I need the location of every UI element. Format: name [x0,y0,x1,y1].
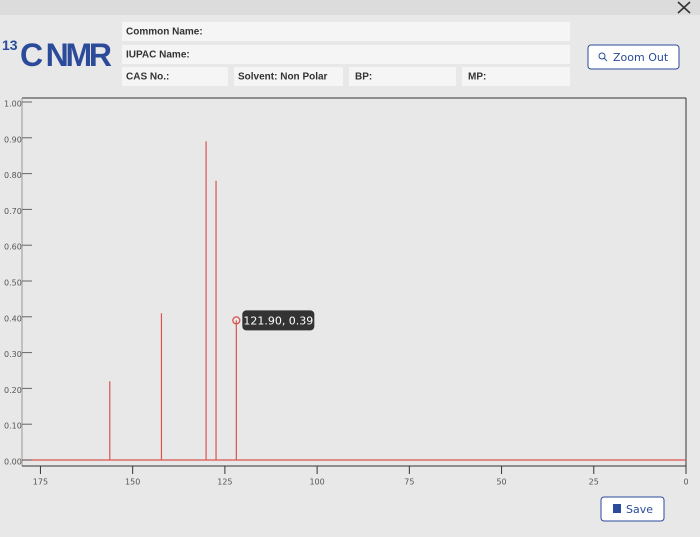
field-box [462,67,570,86]
field-box [122,22,570,41]
field-label: BP: [355,72,372,83]
y-tick-label: 0.70 [4,207,22,216]
field-box [122,45,570,64]
title-superscript: 13 [2,37,18,53]
x-tick-label: 150 [125,478,140,487]
x-tick-label: 125 [217,478,232,487]
save-button[interactable]: Save [600,496,665,522]
field-box [234,67,343,86]
y-tick-label: 0.90 [4,135,22,144]
button-label: Zoom Out [613,51,669,64]
x-tick-label: 75 [404,478,414,487]
tooltip-box [242,310,315,331]
field-label: Common Name: [126,27,203,38]
y-tick-label: 1.00 [4,100,22,109]
field-label: IUPAC Name: [126,50,190,61]
x-tick-label: 25 [589,478,599,487]
close-button[interactable] [677,1,691,14]
field-box [122,67,228,86]
title: C NMR [20,37,112,73]
x-tick-label: 100 [309,478,324,487]
field-label: CAS No.: [126,72,169,83]
y-tick-label: 0.50 [4,279,22,288]
field-label: Solvent: Non Polar [238,72,328,83]
x-tick-label: 175 [33,478,48,487]
y-tick-label: 0.10 [4,422,22,431]
top-bar [0,0,700,15]
y-tick-label: 0.20 [4,386,22,395]
y-tick-label: 0.80 [4,171,22,180]
field-label: MP: [468,72,486,83]
y-tick-label: 0.00 [4,458,22,467]
y-tick-label: 0.30 [4,350,22,359]
field-box [349,67,456,86]
y-tick-label: 0.60 [4,243,22,252]
button-label: Save [626,503,653,516]
zoom-out-button[interactable]: Zoom Out [587,44,680,70]
x-tick-label: 50 [496,478,506,487]
tooltip: 121.90, 0.39 [243,314,313,327]
y-tick-label: 0.40 [4,314,22,323]
x-tick-label: 0 [683,478,688,487]
hover-point [232,316,241,325]
